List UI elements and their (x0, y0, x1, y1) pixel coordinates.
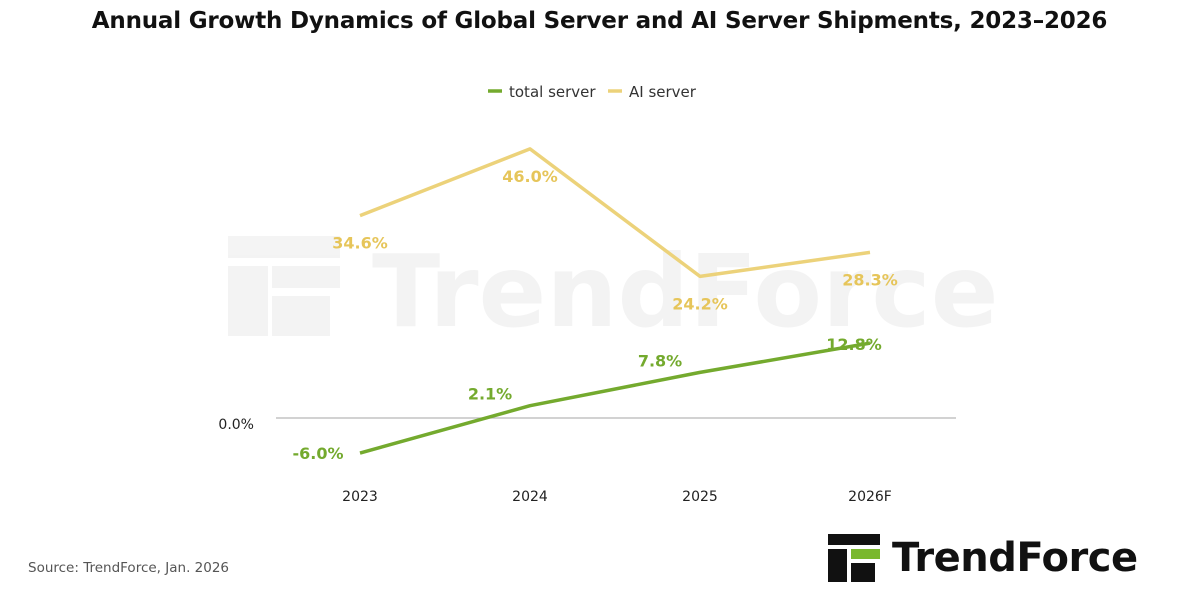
watermark-text: TrendForce (372, 233, 999, 350)
chart-title: Annual Growth Dynamics of Global Server … (91, 8, 1108, 34)
series-line-total-server (359, 341, 871, 455)
legend-label-total-server: total server (509, 83, 596, 101)
data-label-ai-server: 28.3% (842, 270, 898, 289)
watermark: TrendForce (228, 233, 999, 350)
source-note: Source: TrendForce, Jan. 2026 (28, 560, 230, 576)
x-tick-label: 2025 (682, 489, 718, 505)
data-label-total-server: -6.0% (292, 444, 343, 463)
y-axis-zero-label: 0.0% (218, 417, 254, 433)
watermark-logo-icon (228, 236, 340, 336)
legend-label-ai-server: AI server (629, 83, 697, 101)
data-label-total-server: 12.8% (826, 335, 882, 354)
x-axis: 2023 2024 2025 2026F (342, 489, 892, 505)
x-tick-label: 2024 (512, 489, 548, 505)
data-label-total-server: 2.1% (468, 385, 512, 404)
brand-name: TrendForce (892, 535, 1138, 581)
x-tick-label: 2026F (848, 489, 892, 505)
x-tick-label: 2023 (342, 489, 378, 505)
data-label-ai-server: 46.0% (502, 167, 558, 186)
data-label-ai-server: 34.6% (332, 234, 388, 253)
brand-logo: TrendForce (826, 528, 1138, 588)
data-label-total-server: 7.8% (638, 351, 682, 370)
series-line-ai-server (359, 147, 871, 279)
trendforce-logo-icon (828, 534, 880, 582)
legend: total server AI server (488, 83, 697, 101)
data-labels: -6.0% 2.1% 7.8% 12.8% 34.6% 46.0% 24.2% 28.3% (292, 167, 897, 463)
data-label-ai-server: 24.2% (672, 294, 728, 313)
